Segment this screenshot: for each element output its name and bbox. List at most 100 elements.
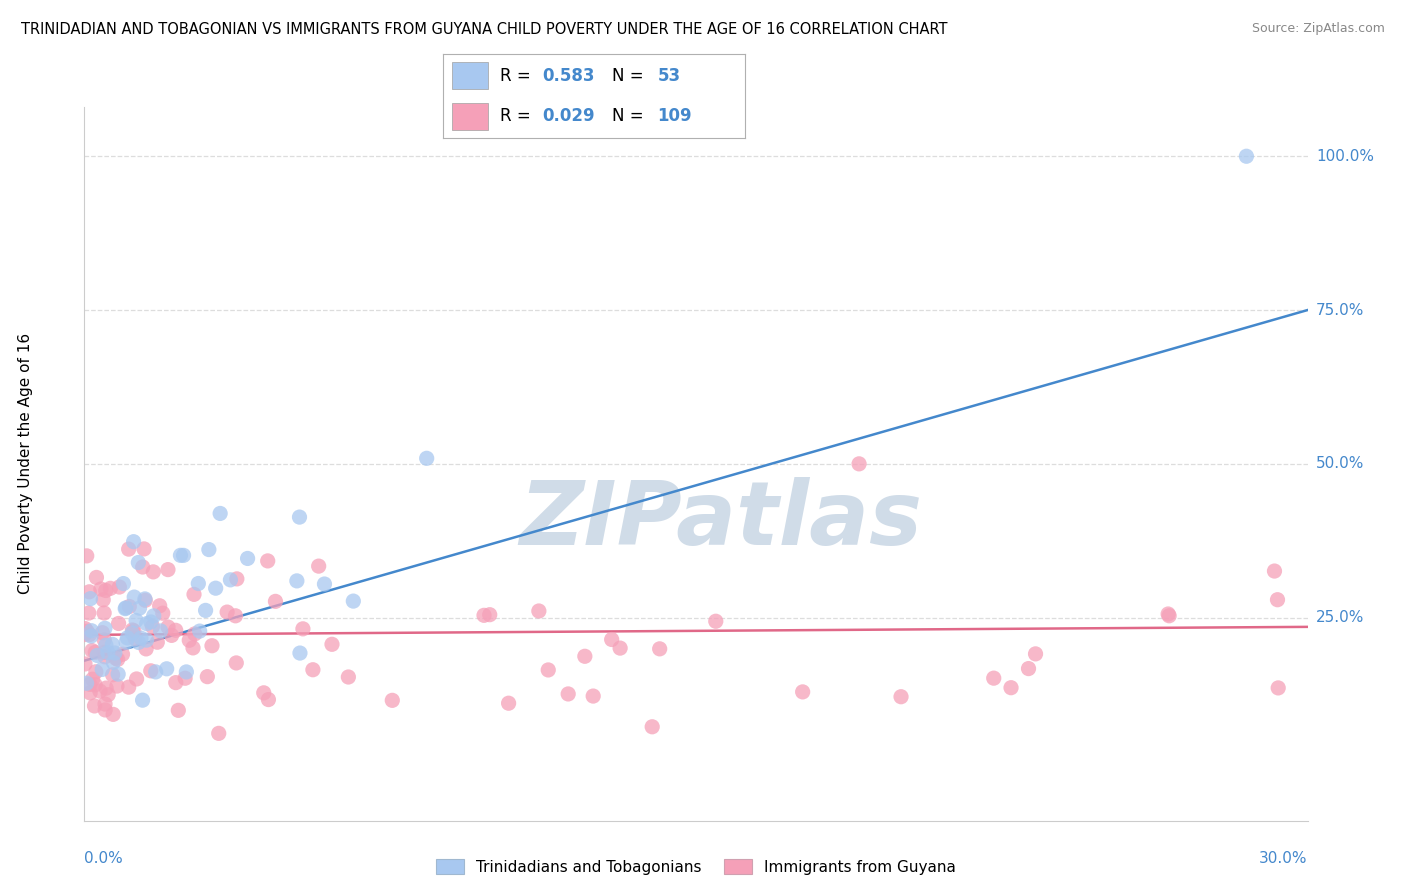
- Point: [124, 632, 146, 646]
- Point: [194, 603, 217, 617]
- Point: [198, 542, 221, 557]
- Point: [1267, 681, 1289, 695]
- Point: [139, 615, 162, 629]
- Point: [146, 635, 169, 649]
- Point: [134, 593, 156, 607]
- Point: [107, 652, 129, 666]
- Point: [129, 631, 152, 645]
- Point: [94, 681, 117, 695]
- Point: [704, 614, 727, 628]
- Point: [89, 684, 111, 698]
- Point: [183, 587, 205, 601]
- Point: [127, 635, 149, 649]
- Text: 0.029: 0.029: [543, 107, 595, 125]
- Point: [73, 622, 96, 636]
- Text: R =: R =: [501, 67, 536, 85]
- Bar: [451, 62, 488, 89]
- Point: [101, 637, 124, 651]
- Point: [187, 576, 209, 591]
- Point: [609, 641, 631, 656]
- Point: [173, 549, 195, 563]
- Point: [236, 551, 259, 566]
- Point: [321, 637, 343, 651]
- Point: [152, 606, 174, 620]
- Text: R =: R =: [501, 107, 536, 125]
- Point: [1159, 608, 1181, 623]
- Point: [134, 591, 156, 606]
- Point: [167, 703, 190, 717]
- Point: [114, 601, 136, 615]
- Point: [82, 672, 104, 686]
- Point: [1025, 647, 1047, 661]
- Point: [105, 679, 128, 693]
- Point: [91, 625, 114, 640]
- Point: [983, 671, 1005, 685]
- Point: [100, 582, 122, 596]
- Point: [91, 662, 114, 676]
- Point: [217, 605, 239, 619]
- Point: [93, 632, 115, 647]
- Point: [342, 594, 364, 608]
- Point: [79, 584, 101, 599]
- Point: [141, 619, 163, 633]
- Point: [121, 626, 143, 640]
- Point: [1157, 607, 1180, 621]
- Point: [201, 639, 224, 653]
- Point: [94, 649, 117, 664]
- Point: [181, 640, 204, 655]
- Point: [94, 621, 117, 635]
- Point: [848, 457, 870, 471]
- Point: [104, 646, 127, 660]
- Point: [118, 680, 141, 694]
- Point: [118, 599, 141, 614]
- Point: [219, 573, 242, 587]
- Point: [101, 668, 124, 682]
- Point: [91, 592, 114, 607]
- Point: [77, 606, 100, 620]
- Point: [101, 707, 124, 722]
- Point: [288, 646, 311, 660]
- Text: 53: 53: [658, 67, 681, 85]
- Point: [176, 665, 198, 679]
- Point: [472, 608, 495, 623]
- Point: [84, 678, 107, 692]
- Point: [132, 541, 155, 556]
- Point: [97, 646, 120, 660]
- Text: 75.0%: 75.0%: [1316, 302, 1364, 318]
- Point: [76, 624, 98, 639]
- Point: [527, 604, 550, 618]
- Point: [1234, 149, 1257, 163]
- Point: [131, 693, 153, 707]
- Point: [79, 677, 101, 691]
- Point: [288, 510, 311, 524]
- Point: [574, 649, 596, 664]
- Point: [118, 542, 141, 557]
- Legend: Trinidadians and Tobagonians, Immigrants from Guyana: Trinidadians and Tobagonians, Immigrants…: [430, 853, 962, 880]
- Point: [93, 606, 115, 620]
- Point: [135, 641, 157, 656]
- Point: [142, 608, 165, 623]
- Text: ZIPatlas: ZIPatlas: [519, 477, 922, 565]
- Point: [107, 616, 129, 631]
- Point: [97, 688, 120, 702]
- Text: 0.0%: 0.0%: [84, 851, 124, 866]
- Point: [139, 664, 162, 678]
- Point: [73, 627, 96, 641]
- Point: [225, 656, 247, 670]
- Point: [127, 556, 149, 570]
- Point: [79, 686, 101, 700]
- Point: [86, 570, 108, 584]
- Point: [169, 549, 191, 563]
- Text: N =: N =: [612, 67, 650, 85]
- Point: [135, 616, 157, 631]
- Point: [208, 726, 231, 740]
- Point: [149, 624, 172, 638]
- Point: [121, 623, 143, 637]
- Point: [156, 662, 179, 676]
- Point: [122, 590, 145, 604]
- Point: [1000, 681, 1022, 695]
- Point: [337, 670, 360, 684]
- Point: [600, 632, 623, 647]
- Text: 109: 109: [658, 107, 692, 125]
- Point: [582, 689, 605, 703]
